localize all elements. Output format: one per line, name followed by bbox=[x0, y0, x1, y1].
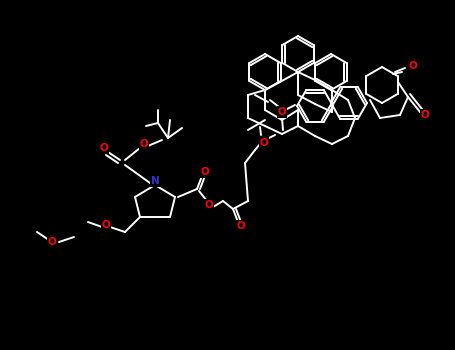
Text: O: O bbox=[420, 110, 430, 120]
Text: O: O bbox=[140, 139, 148, 149]
Text: N: N bbox=[151, 176, 159, 186]
Text: O: O bbox=[101, 220, 111, 230]
Text: O: O bbox=[260, 138, 268, 148]
Text: O: O bbox=[205, 200, 213, 210]
Text: O: O bbox=[237, 221, 245, 231]
Text: O: O bbox=[100, 143, 108, 153]
Text: O: O bbox=[409, 61, 417, 71]
Text: O: O bbox=[278, 107, 286, 117]
Text: O: O bbox=[201, 167, 209, 177]
Text: O: O bbox=[48, 237, 56, 247]
